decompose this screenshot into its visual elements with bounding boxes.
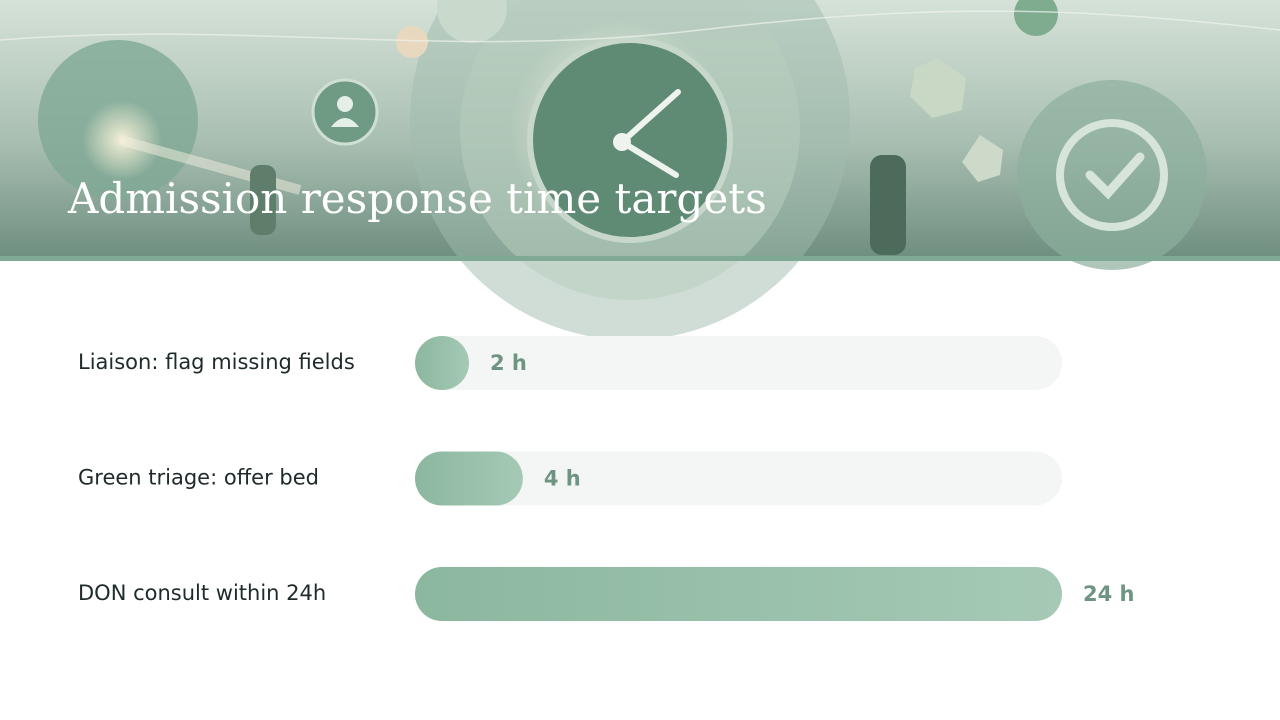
- banner: [0, 0, 1280, 340]
- value-label: 24 h: [1083, 582, 1135, 606]
- category-label: DON consult within 24h: [78, 581, 326, 605]
- bar: [415, 567, 1062, 621]
- category-label: Liaison: flag missing fields: [78, 350, 355, 374]
- bar-track: [415, 451, 1062, 506]
- bar-track: [415, 336, 1062, 390]
- value-label: 4 h: [544, 467, 581, 491]
- value-label: 2 h: [490, 351, 527, 375]
- bar: [415, 336, 469, 390]
- bar: [415, 451, 523, 506]
- slide-title: Admission response time targets: [67, 174, 767, 223]
- category-label: Green triage: offer bed: [78, 466, 319, 490]
